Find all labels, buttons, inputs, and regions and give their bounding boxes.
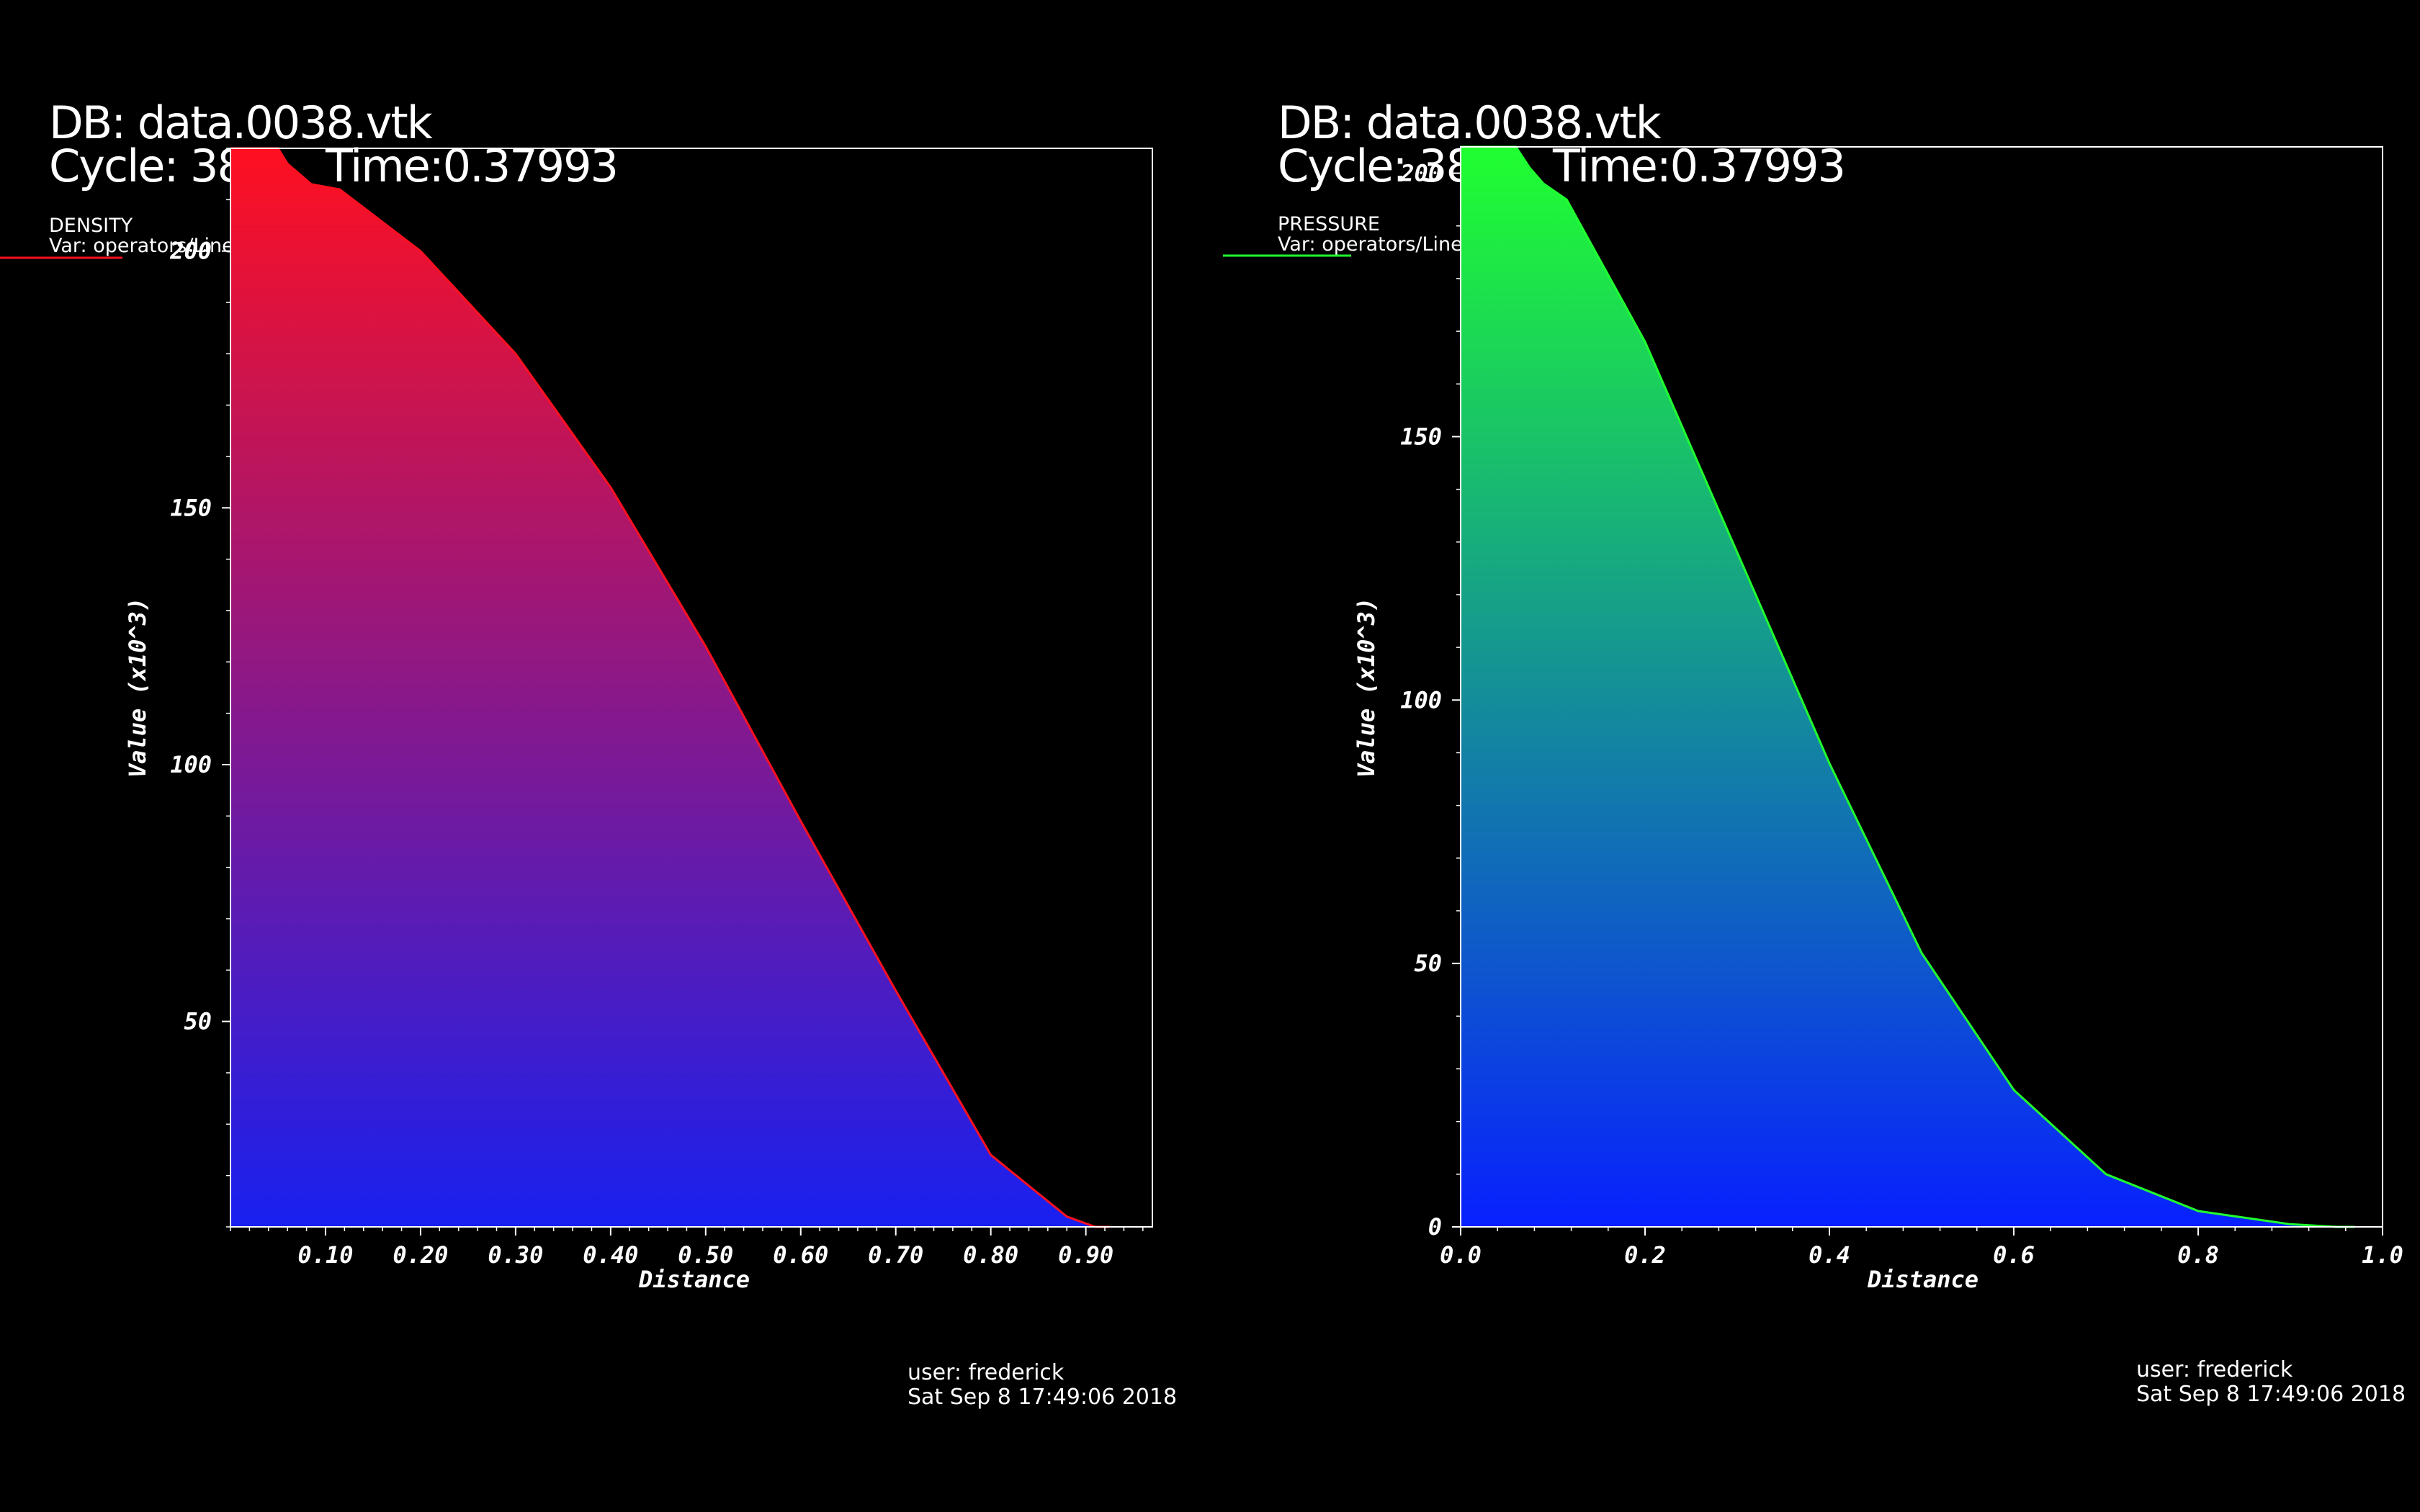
x-tick-label: 0.50: [678, 1241, 733, 1269]
footer-user: user: frederick: [908, 1360, 1065, 1385]
pressure-ticks: 0.0 0.2 0.4 0.6 0.8 1.0 0 50 100 150 200: [1399, 160, 2403, 1269]
pressure-panel: DB: data.0038.vtk Cycle: 38 Time:0.37993…: [1223, 96, 2406, 1407]
legend-name: PRESSURE: [1278, 213, 1380, 235]
footer-date: Sat Sep 8 17:49:06 2018: [2136, 1382, 2406, 1407]
time-label: Time:0.37993: [1552, 140, 1845, 192]
y-tick-label: 100: [170, 751, 212, 778]
x-tick-label: 1.0: [2362, 1241, 2403, 1269]
density-panel: DB: data.0038.vtk Cycle: 38 Time:0.37993…: [0, 96, 1177, 1410]
series-area: [1461, 147, 2355, 1227]
y-tick-label: 200: [169, 238, 212, 265]
x-tick-label: 0.4: [1809, 1241, 1850, 1269]
series-area: [230, 148, 1110, 1227]
x-tick-label: 0.6: [1993, 1241, 2035, 1269]
footer-user: user: frederick: [2136, 1357, 2293, 1382]
x-tick-label: 0.80: [963, 1241, 1018, 1269]
footer-date: Sat Sep 8 17:49:06 2018: [908, 1385, 1177, 1410]
x-axis-label: Distance: [638, 1266, 750, 1293]
pressure-area-layer: [1461, 145, 2355, 1228]
y-tick-label: 50: [1414, 950, 1442, 977]
y-tick-label: 150: [1400, 423, 1442, 450]
x-tick-label: 0.40: [583, 1241, 638, 1269]
series-line: [1461, 145, 2355, 1228]
x-tick-label: 0.90: [1058, 1241, 1113, 1269]
db-label: DB: data.0038.vtk: [1278, 96, 1662, 149]
x-tick-label: 0.0: [1440, 1241, 1482, 1269]
x-tick-label: 0.60: [773, 1241, 828, 1269]
y-tick-label: 0: [1428, 1213, 1442, 1241]
y-axis-label: Value (x10^3): [124, 598, 151, 778]
density-area-layer: [230, 147, 1110, 1228]
y-tick-label: 150: [170, 494, 212, 521]
x-tick-label: 0.20: [393, 1241, 448, 1269]
density-ticks: 0.10 0.20 0.30 0.40 0.50 0.60 0.70 0.80 0.90 50 10…: [169, 148, 1144, 1269]
x-tick-label: 0.10: [297, 1241, 353, 1269]
x-tick-label: 0.8: [2177, 1241, 2219, 1269]
y-tick-label: 100: [1400, 686, 1442, 714]
cycle-label: Cycle: 38: [49, 140, 244, 192]
plot-frame: [230, 148, 1153, 1228]
plot-frame: [1460, 146, 2383, 1228]
x-tick-label: 0.70: [868, 1241, 923, 1269]
y-tick-label: 200: [1399, 160, 1442, 187]
legend-name: DENSITY: [49, 215, 133, 237]
time-label: Time:0.37993: [325, 140, 617, 192]
cycle-label: Cycle: 38: [1278, 140, 1473, 192]
x-axis-label: Distance: [1867, 1266, 1978, 1293]
y-axis-label: Value (x10^3): [1353, 598, 1380, 778]
db-label: DB: data.0038.vtk: [49, 96, 433, 149]
y-tick-label: 50: [184, 1008, 212, 1035]
x-tick-label: 0.2: [1624, 1241, 1666, 1269]
series-line: [230, 147, 1110, 1228]
x-tick-label: 0.30: [488, 1241, 543, 1269]
